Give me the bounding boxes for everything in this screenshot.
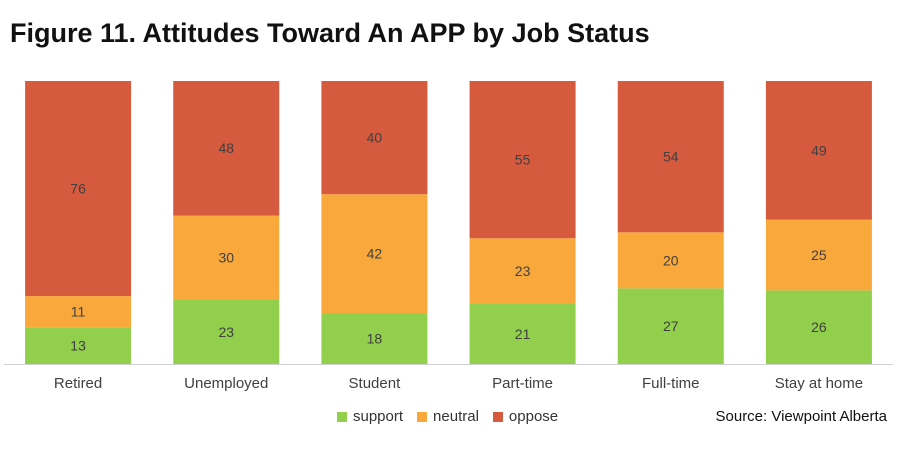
legend-label-oppose: oppose	[508, 408, 559, 425]
bar-segment-support-student	[321, 313, 428, 364]
data-label-oppose: 55	[515, 152, 531, 168]
bar-segment-oppose-stay-at-home	[765, 81, 872, 220]
chart-legend: support neutral oppose	[337, 408, 558, 425]
bar-segment-oppose-part-time	[469, 81, 576, 239]
legend-label-neutral: neutral	[433, 408, 479, 425]
bar-segment-oppose-unemployed	[173, 81, 280, 216]
data-label-neutral: 23	[515, 263, 531, 279]
bar-segment-support-unemployed	[173, 299, 280, 364]
legend-swatch-oppose	[492, 411, 503, 422]
legend-item-neutral: neutral	[417, 408, 479, 425]
legend-swatch-neutral	[417, 411, 428, 422]
data-label-support: 13	[70, 338, 86, 354]
bar-segment-support-retired	[25, 327, 132, 364]
x-tick-label: Part-time	[492, 375, 553, 392]
data-label-support: 18	[367, 331, 383, 347]
bar-segment-neutral-full-time	[617, 232, 724, 289]
data-label-support: 26	[811, 319, 827, 335]
data-label-oppose: 48	[218, 140, 234, 156]
source-note: Source: Viewpoint Alberta	[715, 408, 888, 425]
data-label-support: 27	[663, 318, 679, 334]
bar-segment-support-stay-at-home	[765, 290, 872, 364]
bar-segment-neutral-student	[321, 194, 428, 314]
legend-item-support: support	[337, 408, 403, 425]
bar-segment-neutral-part-time	[469, 238, 576, 304]
data-label-oppose: 54	[663, 149, 679, 165]
bar-segment-oppose-full-time	[617, 81, 724, 233]
data-label-neutral: 30	[218, 250, 234, 266]
chart-title: Figure 11. Attitudes Toward An APP by Jo…	[10, 18, 650, 48]
bar-segment-oppose-retired	[25, 81, 132, 297]
bar-segment-neutral-stay-at-home	[765, 219, 872, 291]
x-tick-label: Unemployed	[184, 375, 268, 392]
legend-swatch-support	[337, 411, 347, 422]
data-label-oppose: 40	[367, 130, 383, 146]
legend-item-oppose: oppose	[492, 408, 559, 425]
data-label-support: 21	[515, 326, 531, 342]
data-label-oppose: 49	[811, 142, 827, 158]
data-label-neutral: 20	[663, 252, 679, 268]
x-tick-label: Retired	[54, 375, 102, 392]
data-label-support: 23	[218, 324, 234, 340]
bar-segment-neutral-unemployed	[173, 215, 280, 300]
x-tick-label: Full-time	[642, 375, 700, 392]
x-tick-label: Student	[349, 375, 402, 392]
data-label-oppose: 76	[70, 181, 86, 197]
data-label-neutral: 11	[71, 304, 86, 320]
legend-label-support: support	[353, 408, 404, 425]
data-label-neutral: 42	[367, 246, 383, 262]
bar-segment-oppose-student	[321, 81, 428, 195]
bar-segment-support-part-time	[469, 303, 576, 364]
bar-segment-neutral-retired	[25, 296, 132, 328]
bar-segment-support-full-time	[617, 288, 724, 364]
data-label-neutral: 25	[811, 247, 827, 263]
x-tick-label: Stay at home	[775, 375, 863, 392]
